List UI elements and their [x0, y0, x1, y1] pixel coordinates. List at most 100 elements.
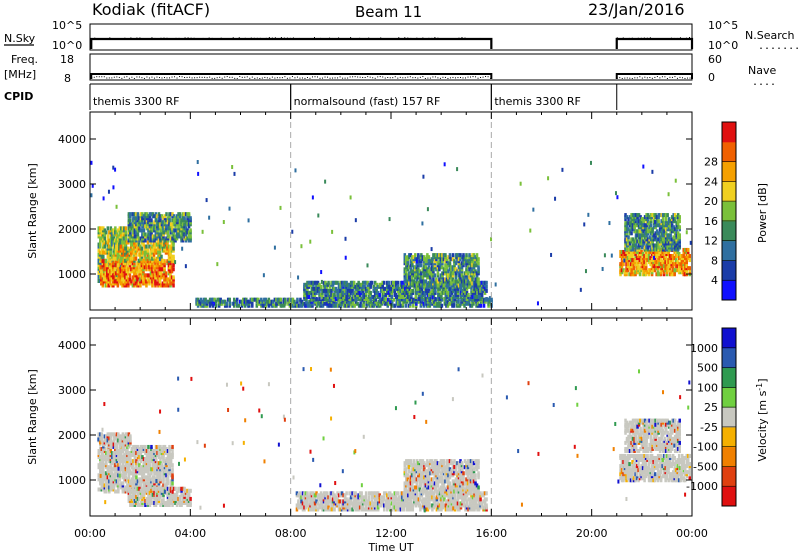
nsearch-dot: [676, 37, 678, 39]
range-cell: [181, 214, 185, 219]
range-cell: [677, 256, 681, 261]
range-cell: [139, 256, 142, 261]
range-cell: [656, 262, 660, 267]
range-cell: [462, 275, 465, 280]
range-cell: [151, 238, 155, 243]
range-cell: [632, 268, 636, 273]
range-cell: [673, 219, 677, 224]
range-cell: [417, 288, 421, 293]
nsearch-dot: [109, 37, 111, 39]
range-cell: [408, 271, 411, 276]
range-cell: [114, 471, 117, 476]
range-cell: [490, 299, 493, 304]
range-cell: [633, 243, 636, 248]
range-cell: [437, 297, 440, 301]
range-cell: [115, 489, 119, 494]
range-cell: [125, 269, 129, 274]
range-cell: [118, 451, 122, 456]
nsearch-dot: [286, 37, 288, 39]
range-cell: [118, 234, 122, 239]
range-cell: [676, 260, 679, 265]
range-cell: [678, 235, 681, 240]
range-cell: [403, 257, 407, 262]
range-cell: [148, 467, 152, 472]
range-cell: [667, 235, 671, 240]
range-cell: [134, 252, 138, 257]
range-cell: [667, 227, 671, 232]
range-cell: [102, 248, 105, 253]
range-cell: [204, 303, 207, 308]
range-cell: [139, 283, 142, 288]
range-cell: [169, 254, 172, 259]
range-cell: [169, 261, 172, 266]
range-cell: [643, 260, 646, 265]
range-cell: [401, 290, 404, 295]
range-cell: [130, 222, 134, 227]
range-cell: [153, 461, 156, 466]
range-cell: [404, 297, 408, 302]
nave-dot: [209, 76, 211, 78]
range-cell: [638, 254, 642, 259]
range-cell: [134, 246, 138, 251]
range-cell: [315, 290, 318, 295]
range-cell: [266, 301, 269, 306]
range-cell: [669, 245, 672, 250]
range-cell: [133, 281, 136, 286]
range-cell: [97, 274, 101, 279]
range-cell: [393, 280, 397, 285]
range-cell: [370, 280, 374, 285]
range-cell: [153, 451, 156, 456]
range-cell: [447, 263, 450, 268]
range-cell: [109, 259, 112, 264]
range-cell: [152, 273, 156, 278]
range-cell: [123, 471, 126, 476]
range-cell: [214, 303, 218, 308]
range-cell: [414, 273, 417, 278]
range-cell: [452, 294, 455, 299]
range-cell: [116, 242, 120, 247]
range-cell: [100, 277, 103, 282]
range-cell: [102, 226, 105, 231]
range-cell: [184, 236, 188, 241]
range-cell: [655, 252, 658, 256]
nave-dot: [239, 76, 241, 78]
range-cell: [661, 233, 665, 238]
nave-dot: [382, 76, 384, 78]
range-cell: [157, 469, 161, 474]
range-cell: [647, 252, 651, 256]
range-cell: [174, 224, 177, 229]
range-cell: [124, 273, 127, 278]
range-cell: [127, 232, 131, 237]
range-cell: [385, 288, 389, 293]
range-cell: [119, 279, 123, 284]
range-cell: [148, 212, 152, 217]
range-cell: [643, 225, 647, 230]
range-cell: [168, 226, 171, 231]
range-cell: [443, 297, 446, 301]
nave-dot: [480, 76, 482, 78]
range-cell: [626, 252, 630, 256]
nave-dot: [123, 76, 125, 78]
range-cell: [432, 279, 435, 284]
range-cell: [462, 294, 466, 299]
range-cell: [189, 218, 192, 223]
range-cell: [447, 275, 450, 280]
nave-dot: [216, 77, 218, 79]
range-cell: [404, 286, 407, 291]
range-cell: [415, 257, 419, 262]
range-cell: [360, 290, 363, 295]
range-cell: [412, 281, 416, 286]
range-cell: [126, 469, 129, 474]
range-cell: [149, 271, 153, 276]
nsearch-dot: [407, 37, 409, 39]
range-cell: [412, 271, 416, 276]
range-cell: [665, 270, 669, 275]
range-cell: [106, 271, 109, 276]
range-cell: [331, 282, 335, 287]
range-cell: [357, 297, 360, 301]
range-cell: [624, 231, 627, 236]
range-cell: [411, 277, 414, 282]
range-cell: [284, 297, 287, 302]
range-cell: [377, 299, 380, 304]
nave-dot: [179, 76, 181, 78]
